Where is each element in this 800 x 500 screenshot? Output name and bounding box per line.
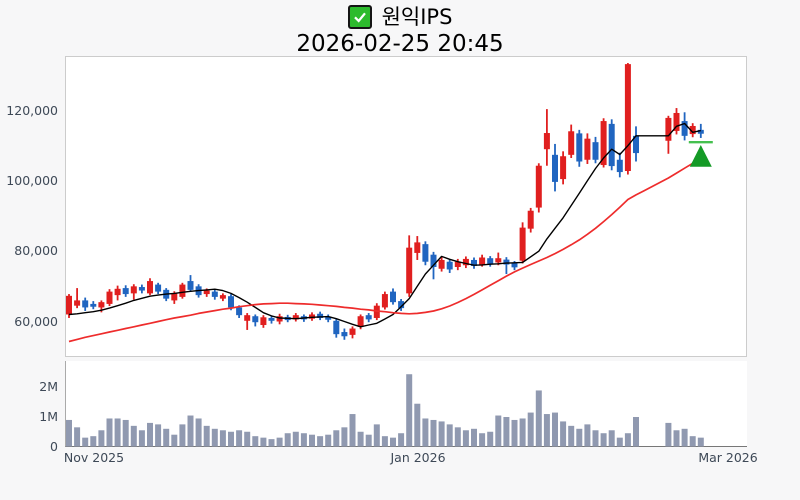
chart-title-block: 원익IPS 2026-02-25 20:45 [0,4,800,58]
volume-chart-panel[interactable] [65,361,747,447]
volume-tick-2m: 2M [39,379,58,394]
price-chart-panel[interactable] [65,56,747,357]
x-tick-jan-2026: Jan 2026 [390,450,446,465]
volume-tick-1m: 1M [39,409,58,424]
volume-tick-0: 0 [50,439,58,454]
x-tick-nov-2025: Nov 2025 [63,450,125,465]
chart-timestamp: 2026-02-25 20:45 [296,31,504,57]
price-tick-100000: 100,000 [6,173,58,188]
x-tick-mar-2026: Mar 2026 [698,450,758,465]
price-tick-60000: 60,000 [14,314,58,329]
price-tick-80000: 80,000 [14,243,58,258]
checked-checkbox-icon[interactable] [347,5,372,29]
price-tick-120000: 120,000 [6,103,58,118]
symbol-title-row: 원익IPS [0,4,800,30]
symbol-name: 원익IPS [381,5,453,29]
